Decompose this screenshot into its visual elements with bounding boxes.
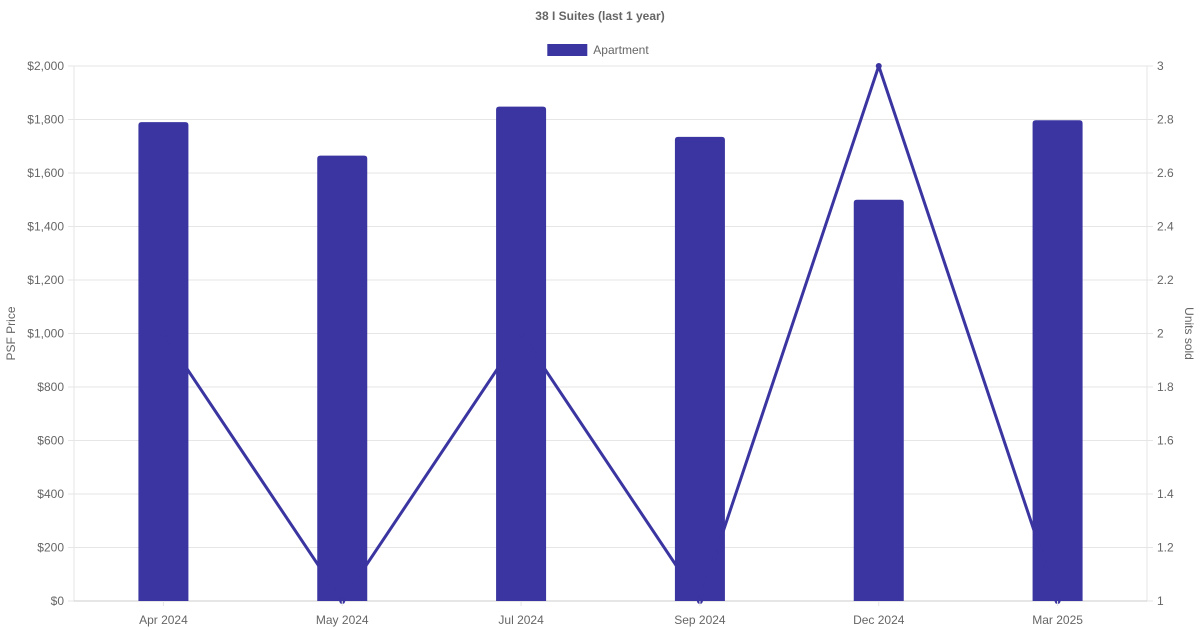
y-right-tick-label: 1.4 bbox=[1157, 487, 1174, 501]
units-sold-line bbox=[162, 64, 1060, 603]
y-right-tick-label: 1.6 bbox=[1157, 434, 1174, 448]
x-tick-label: Apr 2024 bbox=[139, 613, 188, 627]
y-right-tick-label: 1 bbox=[1157, 594, 1164, 608]
y-right-tick-label: 3 bbox=[1157, 59, 1164, 73]
legend-swatch-apartment[interactable] bbox=[547, 44, 588, 56]
y-right-tick-label: 2.8 bbox=[1157, 113, 1174, 127]
y-left-tick-label: $800 bbox=[37, 380, 64, 394]
y-right-axis-title: Units sold bbox=[1182, 307, 1196, 360]
y-left-tick-label: $2,000 bbox=[27, 59, 64, 73]
y-left-tick-label: $0 bbox=[51, 594, 65, 608]
y-left-tick-label: $1,800 bbox=[27, 113, 64, 127]
y-left-tick-label: $1,200 bbox=[27, 273, 64, 287]
y-right-tick-label: 2 bbox=[1157, 327, 1164, 341]
units-sold-point[interactable] bbox=[160, 330, 167, 337]
bar-mar-2025[interactable] bbox=[1032, 120, 1083, 602]
chart-title: 38 I Suites (last 1 year) bbox=[535, 9, 665, 23]
x-tick-label: Jul 2024 bbox=[498, 613, 544, 627]
y-right-tick-label: 1.2 bbox=[1157, 541, 1174, 555]
legend-label-apartment[interactable]: Apartment bbox=[593, 43, 649, 57]
y-right-tick-label: 2.2 bbox=[1157, 273, 1174, 287]
y-left-tick-label: $1,600 bbox=[27, 166, 64, 180]
units-sold-point[interactable] bbox=[518, 330, 525, 337]
y-right-tick-label: 2.6 bbox=[1157, 166, 1174, 180]
y-left-tick-label: $600 bbox=[37, 434, 64, 448]
bar-sep-2024[interactable] bbox=[674, 136, 725, 601]
y-left-tick-label: $1,400 bbox=[27, 220, 64, 234]
y-right-tick-label: 2.4 bbox=[1157, 220, 1174, 234]
y-left-axis-title: PSF Price bbox=[4, 306, 18, 360]
y-left-tick-label: $400 bbox=[37, 487, 64, 501]
y-left-tick-label: $200 bbox=[37, 541, 64, 555]
bar-dec-2024[interactable] bbox=[853, 199, 904, 601]
y-left-tick-label: $1,000 bbox=[27, 327, 64, 341]
x-tick-label: Sep 2024 bbox=[674, 613, 726, 627]
bar-may-2024[interactable] bbox=[317, 155, 368, 602]
x-tick-label: Mar 2025 bbox=[1032, 613, 1083, 627]
bar-jul-2024[interactable] bbox=[496, 106, 547, 601]
y-right-tick-label: 1.8 bbox=[1157, 380, 1174, 394]
bar-apr-2024[interactable] bbox=[138, 122, 189, 602]
units-sold-point[interactable] bbox=[875, 63, 882, 69]
x-tick-label: Dec 2024 bbox=[853, 613, 905, 627]
x-tick-label: May 2024 bbox=[316, 613, 369, 627]
